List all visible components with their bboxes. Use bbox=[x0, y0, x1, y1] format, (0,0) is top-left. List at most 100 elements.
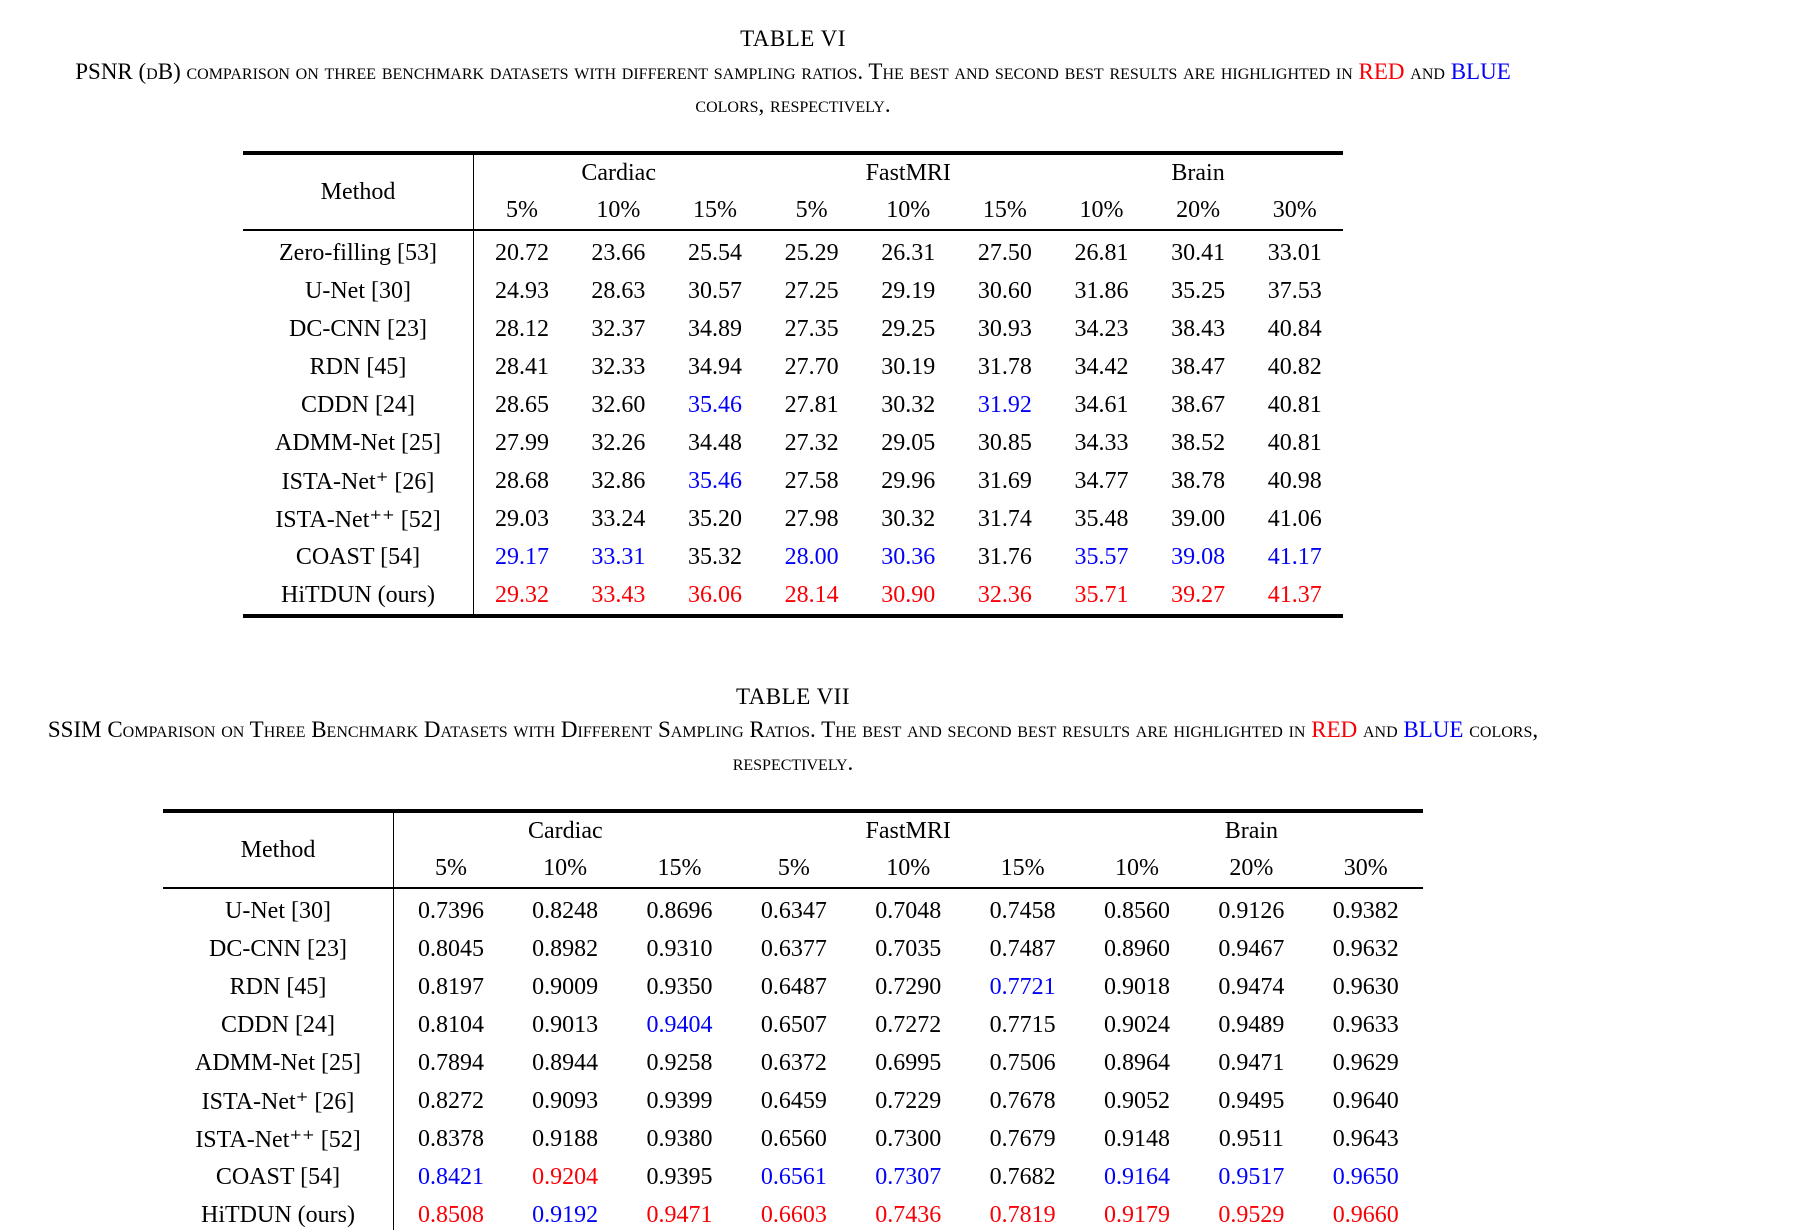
value-cell: 33.31 bbox=[591, 543, 646, 570]
value-cell: 0.8960 bbox=[1103, 935, 1170, 962]
value-cell: 28.65 bbox=[495, 391, 550, 418]
value-cell: 27.98 bbox=[784, 505, 839, 532]
value-cell: 41.17 bbox=[1267, 543, 1322, 570]
table-row: U-Net [30] 0.7396 0.8248 0.8696 0.6347 0.7048… bbox=[163, 888, 1423, 931]
sampling-ratio-header: 5% bbox=[795, 197, 828, 224]
dataset-group-header: Brain bbox=[1171, 160, 1225, 187]
value-cell: 0.9629 bbox=[1332, 1049, 1399, 1076]
method-cell: DC-CNN [23] bbox=[243, 310, 474, 349]
sampling-ratio-header: 10% bbox=[1079, 197, 1124, 224]
value-cell: 35.46 bbox=[688, 467, 743, 494]
value-cell: 0.9489 bbox=[1218, 1011, 1285, 1038]
value-cell: 0.8378 bbox=[417, 1125, 484, 1152]
value-cell: 32.26 bbox=[591, 429, 646, 456]
value-cell: 0.9529 bbox=[1218, 1201, 1285, 1228]
value-cell: 0.8560 bbox=[1103, 897, 1170, 924]
value-cell: 0.9380 bbox=[646, 1125, 713, 1152]
value-cell: 0.9188 bbox=[532, 1125, 599, 1152]
value-cell: 0.6603 bbox=[760, 1201, 827, 1228]
value-cell: 30.19 bbox=[881, 353, 936, 380]
value-cell: 0.7272 bbox=[875, 1011, 942, 1038]
value-cell: 30.36 bbox=[881, 543, 936, 570]
value-cell: 0.9179 bbox=[1103, 1201, 1170, 1228]
method-cell: ISTA-Net⁺⁺ [52] bbox=[163, 1120, 394, 1159]
value-cell: 0.9192 bbox=[532, 1201, 599, 1228]
value-cell: 0.7678 bbox=[989, 1087, 1056, 1114]
value-cell: 39.08 bbox=[1171, 543, 1226, 570]
caption-text: colors, respectively. bbox=[695, 91, 891, 117]
value-cell: 0.7307 bbox=[875, 1163, 942, 1190]
header-row-datasets: Method Cardiac FastMRI Brain bbox=[163, 811, 1423, 889]
psnr-comparison-table: Method Cardiac FastMRI Brain 5% 10% 15% 5% 10% 15… bbox=[243, 151, 1343, 619]
value-cell: 0.9382 bbox=[1332, 897, 1399, 924]
value-cell: 41.06 bbox=[1267, 505, 1322, 532]
value-cell: 0.9643 bbox=[1332, 1125, 1399, 1152]
value-cell: 30.32 bbox=[881, 505, 936, 532]
value-cell: 0.9517 bbox=[1218, 1163, 1285, 1190]
sampling-ratio-header: 15% bbox=[693, 197, 738, 224]
value-cell: 27.32 bbox=[784, 429, 839, 456]
table-row: RDN [45] 0.8197 0.9009 0.9350 0.6487 0.7290 0.… bbox=[163, 968, 1423, 1007]
value-cell: 0.7035 bbox=[875, 935, 942, 962]
value-cell: 0.8104 bbox=[417, 1011, 484, 1038]
table-row: U-Net [30] 24.93 28.63 30.57 27.25 29.19 30.60… bbox=[243, 272, 1343, 311]
value-cell: 0.9024 bbox=[1103, 1011, 1170, 1038]
value-cell: 34.94 bbox=[688, 353, 743, 380]
table-row: ISTA-Net⁺⁺ [52] 29.03 33.24 35.20 27.98 30.32… bbox=[243, 500, 1343, 539]
value-cell: 0.7894 bbox=[417, 1049, 484, 1076]
value-cell: 30.32 bbox=[881, 391, 936, 418]
method-cell: Zero-filling [53] bbox=[243, 230, 474, 273]
table-row: DC-CNN [23] 0.8045 0.8982 0.9310 0.6377 0.703… bbox=[163, 930, 1423, 969]
value-cell: 0.6377 bbox=[760, 935, 827, 962]
table-vi-section: TABLE VI PSNR (dB) comparison on three b… bbox=[8, 24, 1578, 619]
value-cell: 30.93 bbox=[977, 315, 1032, 342]
value-cell: 41.37 bbox=[1267, 581, 1322, 608]
value-cell: 0.8508 bbox=[417, 1201, 484, 1228]
value-cell: 0.7436 bbox=[875, 1201, 942, 1228]
value-cell: 23.66 bbox=[591, 239, 646, 266]
value-cell: 0.9399 bbox=[646, 1087, 713, 1114]
value-cell: 0.9650 bbox=[1332, 1163, 1399, 1190]
table-row: ADMM-Net [25] 27.99 32.26 34.48 27.32 29.05 30… bbox=[243, 424, 1343, 463]
value-cell: 0.6560 bbox=[760, 1125, 827, 1152]
value-cell: 26.31 bbox=[881, 239, 936, 266]
value-cell: 34.89 bbox=[688, 315, 743, 342]
value-cell: 33.43 bbox=[591, 581, 646, 608]
method-column-header: Method bbox=[243, 153, 474, 231]
value-cell: 35.20 bbox=[688, 505, 743, 532]
caption-blue-word: BLUE bbox=[1450, 58, 1511, 84]
value-cell: 30.90 bbox=[881, 581, 936, 608]
sampling-ratio-header: 10% bbox=[886, 197, 931, 224]
value-cell: 37.53 bbox=[1267, 277, 1322, 304]
value-cell: 25.29 bbox=[784, 239, 839, 266]
value-cell: 0.9009 bbox=[532, 973, 599, 1000]
caption-text: colors, respectively. bbox=[732, 717, 1539, 775]
value-cell: 29.05 bbox=[881, 429, 936, 456]
value-cell: 34.33 bbox=[1074, 429, 1129, 456]
dataset-group-header: Cardiac bbox=[528, 818, 603, 845]
table-vi-caption: PSNR (dB) comparison on three benchmark … bbox=[58, 56, 1528, 121]
value-cell: 35.25 bbox=[1171, 277, 1226, 304]
value-cell: 0.8964 bbox=[1103, 1049, 1170, 1076]
value-cell: 0.7679 bbox=[989, 1125, 1056, 1152]
method-cell: ISTA-Net⁺⁺ [52] bbox=[243, 500, 474, 539]
header-row-ratios: 5% 10% 15% 5% 10% 15% 10% 20% 30% bbox=[163, 850, 1423, 888]
value-cell: 0.9633 bbox=[1332, 1011, 1399, 1038]
value-cell: 29.03 bbox=[495, 505, 550, 532]
dataset-group-header: FastMRI bbox=[865, 160, 951, 187]
table-vii-label: TABLE VII bbox=[735, 684, 851, 710]
table-row: Zero-filling [53] 20.72 23.66 25.54 25.29 26.… bbox=[243, 230, 1343, 273]
method-cell: ISTA-Net⁺ [26] bbox=[243, 462, 474, 501]
value-cell: 32.36 bbox=[977, 581, 1032, 608]
psnr-table-body: Zero-filling [53] 20.72 23.66 25.54 25.29 26.… bbox=[243, 230, 1343, 617]
method-cell: ISTA-Net⁺ [26] bbox=[163, 1082, 394, 1121]
value-cell: 28.63 bbox=[591, 277, 646, 304]
value-cell: 34.23 bbox=[1074, 315, 1129, 342]
value-cell: 0.7721 bbox=[989, 973, 1056, 1000]
value-cell: 20.72 bbox=[495, 239, 550, 266]
value-cell: 30.85 bbox=[977, 429, 1032, 456]
value-cell: 0.6561 bbox=[760, 1163, 827, 1190]
value-cell: 29.17 bbox=[495, 543, 550, 570]
caption-red-word: RED bbox=[1311, 717, 1358, 743]
